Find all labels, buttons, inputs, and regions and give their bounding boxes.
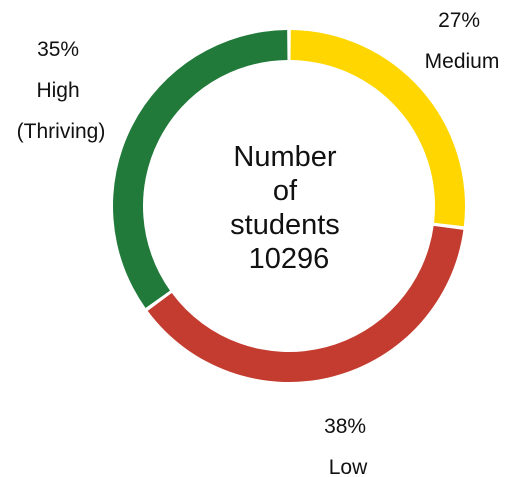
slice-label-low-name: Low <box>329 456 368 477</box>
slice-label-low-percent: 38% <box>324 415 366 438</box>
donut-slice-medium <box>290 30 465 227</box>
slice-label-high: 35% High (Thriving) <box>17 38 106 143</box>
donut-slice-high-thriving <box>112 30 288 308</box>
center-label-total: 10296 <box>249 243 330 275</box>
slice-label-medium: 27% Medium <box>425 9 500 73</box>
center-label-line-3: students <box>230 209 340 241</box>
donut-slices <box>112 30 465 383</box>
slice-label-high-name: High <box>36 79 79 102</box>
center-label-line-1: Number <box>233 141 336 173</box>
center-label-line-2: of <box>273 175 298 207</box>
slice-label-medium-name: Medium <box>425 50 500 73</box>
slice-labels: 27% Medium 38% Low 35% High (Thriving) <box>17 9 500 477</box>
donut-slice-low <box>147 225 464 383</box>
slice-label-high-qualifier: (Thriving) <box>17 120 106 143</box>
slice-label-medium-percent: 27% <box>438 9 480 32</box>
slice-label-high-percent: 35% <box>37 38 79 61</box>
center-label: Number of students 10296 <box>230 141 348 275</box>
slice-label-low: 38% Low <box>324 415 372 477</box>
